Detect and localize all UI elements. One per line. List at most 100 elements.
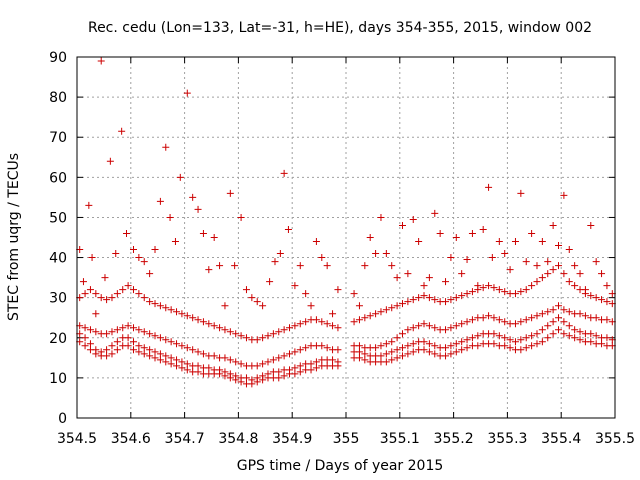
data-point [468,316,476,324]
data-point [86,286,94,294]
data-point [463,256,471,264]
series-upper-band [76,262,616,344]
data-point [555,326,563,334]
data-point [388,338,396,346]
data-point [275,354,283,362]
data-point [538,274,546,282]
data-point [167,360,175,368]
data-point [538,326,546,334]
data-point [409,348,417,356]
data-point [565,308,573,316]
data-point [506,336,514,344]
x-axis-label: GPS time / Days of year 2015 [237,458,444,474]
data-point [533,278,541,286]
data-point [598,270,606,278]
data-point [458,338,466,346]
x-tick-label: 354.9 [272,431,312,447]
data-point [425,294,433,302]
data-point [334,346,342,354]
data-point [237,213,245,221]
data-point [85,201,93,209]
data-point [398,352,406,360]
data-point [113,338,121,346]
data-point [488,254,496,262]
data-point [129,246,137,254]
data-point [501,318,509,326]
data-point [108,350,116,358]
data-point [323,262,331,270]
data-point [248,376,256,384]
data-point [156,356,164,364]
data-point [286,366,294,374]
data-point [151,332,159,340]
data-point [291,282,299,290]
data-point [361,350,369,358]
data-point [334,286,342,294]
data-point [210,352,218,360]
data-point [495,332,503,340]
data-point [329,356,337,364]
data-point [409,215,417,223]
data-point [108,328,116,336]
data-point [495,316,503,324]
data-point [442,352,450,360]
data-point [506,344,514,352]
data-point [232,330,240,338]
data-point [372,250,380,258]
data-point [276,250,284,258]
data-point [431,350,439,358]
data-point [156,197,164,205]
data-point [318,254,326,262]
data-point [565,246,573,254]
data-point [173,362,181,370]
data-point [264,332,272,340]
data-point [350,318,358,326]
data-point [173,356,181,364]
data-point [479,314,487,322]
data-point [398,330,406,338]
x-tick-label: 354.5 [57,431,97,447]
data-point [318,318,326,326]
data-point [404,326,412,334]
data-point [151,246,159,254]
x-tick-label: 355.5 [595,431,635,447]
data-point [280,326,288,334]
data-point [355,316,363,324]
data-point [329,322,337,330]
data-point [388,348,396,356]
data-point [549,330,557,338]
data-point [442,344,450,352]
x-tick-label: 355.2 [434,431,474,447]
data-point [382,358,390,366]
data-point [124,334,132,342]
data-point [253,362,261,370]
data-point [189,193,197,201]
data-point [86,326,94,334]
x-tick-label: 355.4 [541,431,581,447]
data-point [129,324,137,332]
data-point [173,308,181,316]
data-point [458,292,466,300]
data-point [603,334,611,342]
data-point [264,370,272,378]
data-point [501,334,509,342]
data-point [146,270,154,278]
x-tick-label: 354.7 [165,431,205,447]
data-point [549,266,557,274]
data-point [291,322,299,330]
data-point [101,274,109,282]
data-point [194,368,202,376]
data-point [522,258,530,266]
data-point [307,360,315,368]
data-point [511,290,519,298]
data-point [329,310,337,318]
data-point [81,290,89,298]
data-point [388,304,396,312]
data-point [199,350,207,358]
data-point [382,250,390,258]
data-point [555,242,563,250]
data-point [162,336,170,344]
data-point [135,254,143,262]
